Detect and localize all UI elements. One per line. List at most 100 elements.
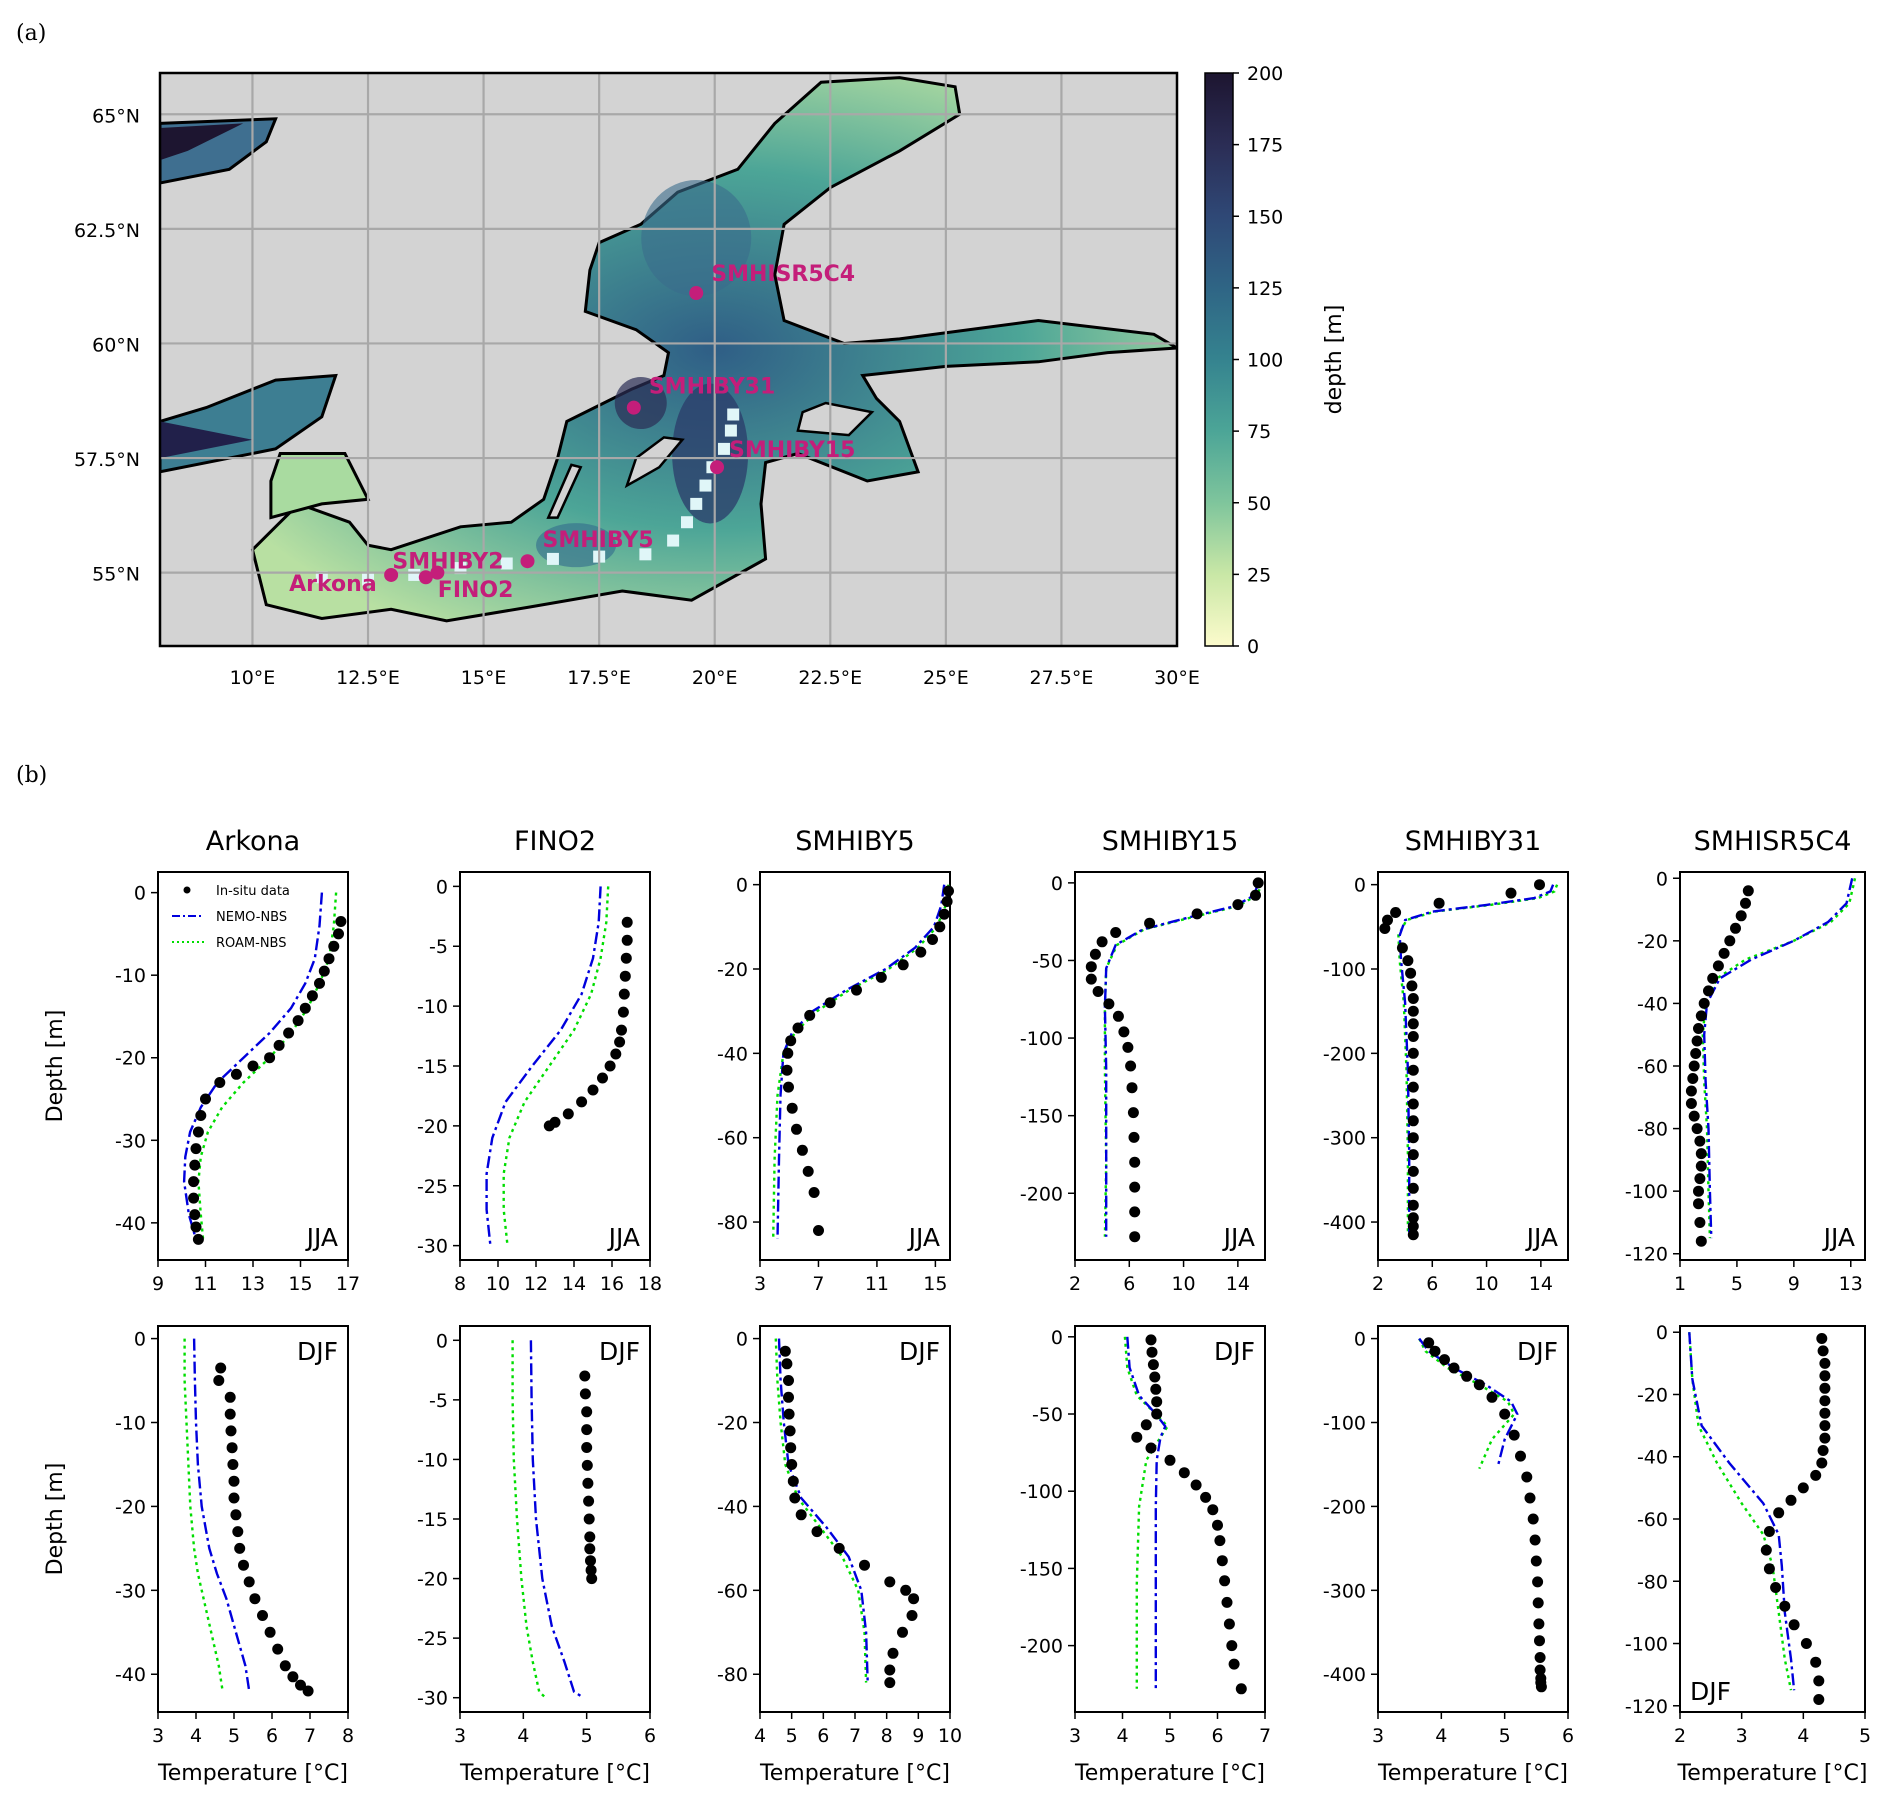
insitu-point: [1763, 1563, 1775, 1575]
insitu-point: [1685, 1085, 1697, 1097]
y-tick-label: -200: [1323, 1496, 1366, 1518]
insitu-point: [859, 1559, 870, 1571]
insitu-point: [1151, 1396, 1163, 1408]
insitu-point: [1191, 908, 1203, 920]
insitu-point: [295, 1679, 306, 1691]
y-tick-label: 0: [1656, 1322, 1668, 1344]
insitu-point: [1112, 1010, 1124, 1022]
y-tick-label: -40: [717, 1496, 748, 1518]
y-tick-label: -100: [1323, 959, 1366, 981]
insitu-point: [189, 1209, 201, 1221]
insitu-point: [1817, 1345, 1829, 1357]
insitu-point: [1110, 927, 1122, 938]
transect-square: [315, 571, 328, 584]
insitu-point: [227, 1459, 239, 1470]
y-tick-label: -40: [1637, 993, 1668, 1015]
nemo-nbs-line: [529, 1340, 585, 1699]
insitu-point: [779, 1345, 791, 1357]
season-label: DJF: [599, 1337, 640, 1366]
insitu-point: [318, 965, 330, 977]
y-tick-label: 0: [134, 1329, 146, 1351]
insitu-point: [1473, 1379, 1485, 1391]
insitu-point: [328, 940, 340, 952]
insitu-point: [1089, 948, 1101, 960]
insitu-point: [1695, 1010, 1707, 1022]
insitu-point: [906, 1610, 918, 1621]
profile-axes-smhiby5-djf: 4 5 6 7 8 9 10 0 -20 -40 -60 -80 DJF Temperature [°C]: [717, 1325, 962, 1786]
insitu-point: [1232, 899, 1244, 911]
y-tick-label: -80: [1637, 1119, 1668, 1141]
x-axis-title: Temperature [°C]: [1377, 1761, 1568, 1786]
y-tick-label: -60: [717, 1580, 748, 1602]
axes-frame: [459, 1325, 651, 1713]
map-panel: 10°E 12.5°E 15°E 17.5°E 20°E 22.5°E 25°E 27.5°E…: [74, 63, 1347, 689]
insitu-point: [1207, 1504, 1219, 1516]
roam-nbs-line: [774, 1338, 868, 1683]
season-label: DJF: [297, 1337, 338, 1366]
insitu-point: [1433, 897, 1445, 909]
insitu-point: [314, 977, 325, 989]
insitu-point: [785, 1442, 797, 1454]
map-lon-tick: 25°E: [923, 667, 969, 689]
y-tick-label: -10: [417, 1449, 448, 1471]
insitu-point: [1379, 923, 1391, 934]
axes-frame: [1377, 1325, 1569, 1713]
insitu-point: [1688, 1060, 1700, 1072]
insitu-point: [1406, 980, 1418, 992]
insitu-point: [584, 1531, 596, 1543]
season-label: JJA: [1525, 1223, 1558, 1252]
x-tick-label: 5: [581, 1725, 593, 1747]
nemo-nbs-line: [1688, 1332, 1796, 1691]
insitu-point: [875, 971, 887, 983]
x-tick-label: 3: [454, 1725, 466, 1747]
insitu-point: [783, 1081, 794, 1093]
y-tick-label: -40: [1637, 1447, 1668, 1469]
map-lat-tick: 55°N: [92, 564, 140, 586]
insitu-point: [583, 1495, 595, 1507]
colorbar-tick-label: 0: [1247, 636, 1259, 658]
insitu-point: [851, 984, 862, 996]
station-marker: [689, 286, 704, 301]
kattegat: [269, 452, 371, 520]
insitu-point: [264, 1052, 276, 1064]
insitu-point: [884, 1576, 896, 1588]
season-label: DJF: [899, 1337, 940, 1366]
y-axis-title: Depth [m]: [43, 1463, 68, 1576]
x-tick-label: 5: [1859, 1725, 1871, 1747]
y-tick-label: -120: [1625, 1244, 1668, 1266]
x-axis-title: Temperature [°C]: [157, 1761, 348, 1786]
insitu-point: [604, 1060, 616, 1072]
insitu-point: [1816, 1457, 1828, 1469]
insitu-point: [621, 916, 633, 928]
insitu-point: [1800, 1638, 1812, 1649]
insitu-point: [188, 1176, 200, 1188]
insitu-point: [213, 1375, 225, 1386]
x-tick-label: 4: [190, 1725, 202, 1747]
gotland-island: [624, 436, 685, 489]
insitu-point: [1145, 1442, 1157, 1454]
colorbar-tick-label: 125: [1247, 278, 1283, 300]
station-label: SMHIBY15: [729, 438, 855, 463]
insitu-point: [1461, 1370, 1473, 1382]
transect-square: [724, 424, 737, 437]
transect-square: [639, 548, 652, 561]
insitu-point: [1810, 1469, 1822, 1481]
insitu-point: [1534, 1664, 1546, 1676]
x-tick-label: 4: [754, 1725, 766, 1747]
profile-axes-smhiby15-djf: 3 4 5 6 7 0 -50 -100 -150 -200 DJF Temperature [°C]: [1020, 1325, 1271, 1786]
y-tick-label: -10: [115, 965, 146, 987]
x-tick-label: 3: [754, 1273, 766, 1295]
colorbar-tick-label: 50: [1247, 493, 1271, 515]
insitu-point: [811, 1526, 823, 1538]
insitu-point: [1407, 1199, 1419, 1211]
x-tick-label: 7: [1259, 1725, 1271, 1747]
x-tick-label: 2: [1069, 1273, 1081, 1295]
insitu-point: [195, 1110, 207, 1121]
insitu-point: [1685, 1098, 1697, 1109]
y-tick-label: -20: [417, 1116, 448, 1138]
transect-square: [546, 552, 559, 565]
insitu-point: [1760, 1544, 1772, 1556]
insitu-point: [1693, 1023, 1704, 1034]
station-marker: [418, 570, 433, 585]
y-tick-label: 0: [436, 876, 448, 898]
